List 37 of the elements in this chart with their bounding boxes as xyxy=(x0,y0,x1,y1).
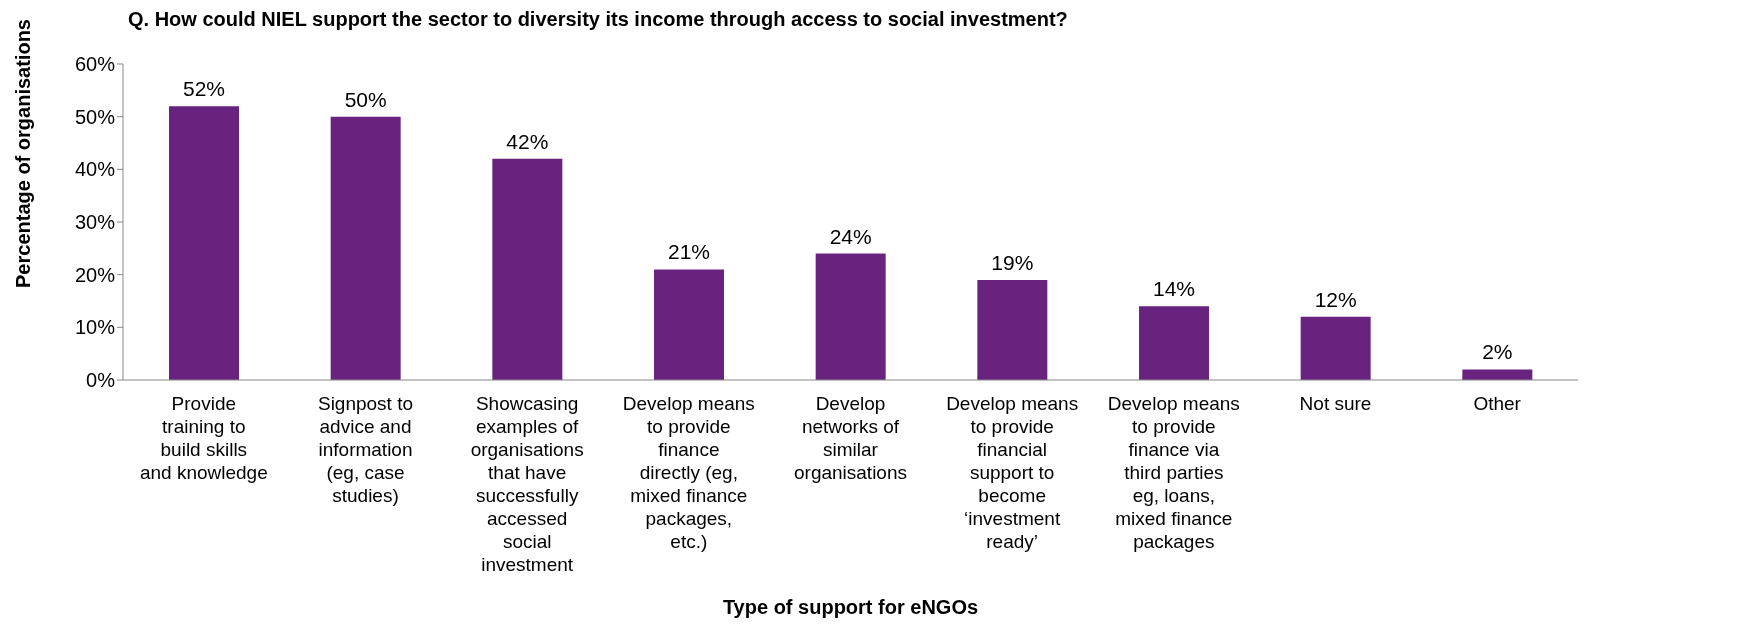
chart-title: Q. How could NIEL support the sector to diversity its income through access to social investment? xyxy=(128,8,1068,31)
x-tick-label: Other xyxy=(1473,393,1522,414)
y-tick-label: 40% xyxy=(74,158,116,181)
data-label: 2% xyxy=(1482,340,1513,364)
x-tick-label: Develop networks of similar organisations xyxy=(793,393,908,483)
bar xyxy=(815,253,886,380)
bar xyxy=(330,116,401,380)
data-label: 50% xyxy=(344,87,387,111)
data-label: 12% xyxy=(1314,287,1357,311)
data-label: 24% xyxy=(829,224,872,248)
x-tick-label: Provide training to build skills and knowledge xyxy=(139,393,268,483)
x-tick-label: Develop means to provide finance via third parties eg, loans, mixed finance packages xyxy=(1107,393,1240,552)
x-axis-title: Type of support for eNGOs xyxy=(722,596,979,618)
y-tick-label: 10% xyxy=(74,316,116,339)
x-tick-label: Develop means to provide finance directly (eg, mixed finance packages, etc.) xyxy=(622,393,755,552)
y-tick-label: 0% xyxy=(86,369,116,392)
y-axis-title: Percentage of organisations xyxy=(11,18,35,288)
y-tick-label: 20% xyxy=(74,263,116,286)
bar xyxy=(1462,369,1533,380)
bar xyxy=(654,269,724,380)
bar xyxy=(492,158,563,380)
data-label: 52% xyxy=(182,77,226,101)
x-tick-label: Showcasing examples of organisations that have successfully accessed social investment xyxy=(470,393,584,575)
data-label: 42% xyxy=(506,129,549,153)
bar xyxy=(169,106,239,380)
y-tick-label: 50% xyxy=(74,105,116,128)
data-label: 21% xyxy=(667,240,711,264)
x-tick-label: Not sure xyxy=(1299,393,1372,414)
y-tick-label: 60% xyxy=(74,53,116,76)
x-tick-label: Signpost to advice and information (eg, case studies) xyxy=(317,393,414,506)
bar xyxy=(977,279,1048,380)
y-tick-label: 30% xyxy=(74,211,116,234)
x-tick-label: Develop means to provide financial support to become ‘investment ready’ xyxy=(946,393,1079,552)
data-label: 19% xyxy=(991,250,1034,274)
data-label: 14% xyxy=(1152,277,1196,301)
bar xyxy=(1300,316,1371,380)
bar xyxy=(1139,306,1209,380)
